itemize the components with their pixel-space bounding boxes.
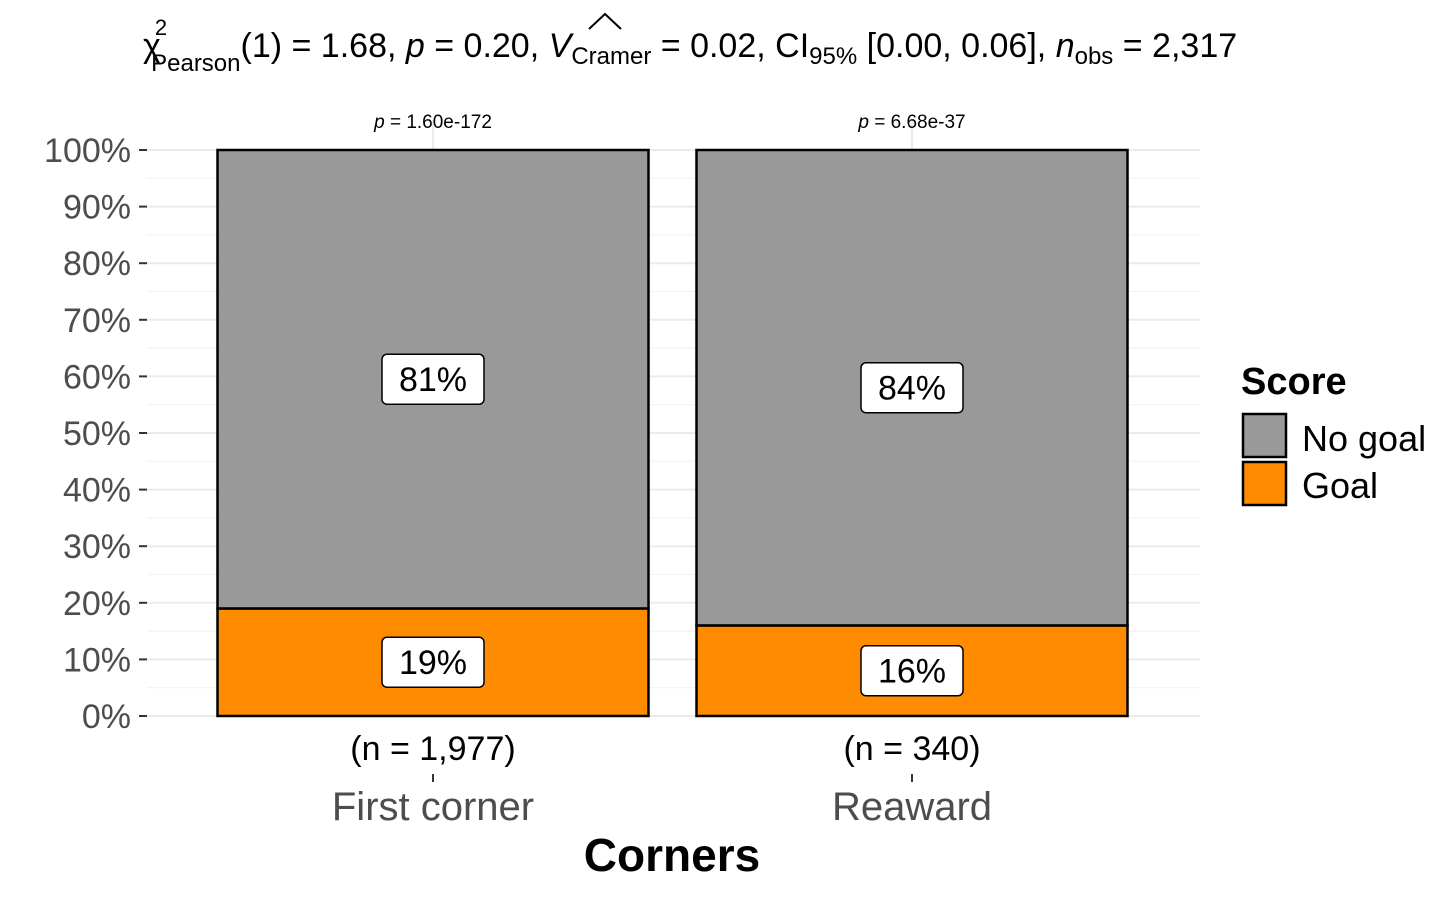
bar-p-value-label: p = 1.60e-172 xyxy=(373,112,492,133)
v-hat-accent xyxy=(588,12,622,30)
title-chi: χ xyxy=(143,27,161,65)
title-df: (1) = 1.68, xyxy=(241,27,406,65)
title-n-symbol: n xyxy=(1056,27,1075,65)
title-v-subscript: Cramer xyxy=(571,43,651,70)
y-tick-label: 10% xyxy=(63,641,131,679)
chart-title: χ2 Pearson(1) = 1.68, p = 0.20, VCramer =… xyxy=(143,15,1237,77)
bars: 19% 81% p = 1.60e-172 16% 84% p = 6.68e-37 xyxy=(216,112,1129,718)
legend-swatch-goal xyxy=(1241,460,1288,507)
x-axis: (n = 1,977) First corner (n = 340) Reaward xyxy=(332,730,992,829)
title-v-symbol: V xyxy=(549,27,575,65)
y-tick-label: 30% xyxy=(63,528,131,566)
y-tick-label: 80% xyxy=(63,245,131,283)
y-tick-label: 70% xyxy=(63,302,131,340)
y-tick-label: 60% xyxy=(63,358,131,396)
title-ci-subscript: 95% xyxy=(809,43,857,70)
data-label-box xyxy=(381,636,485,688)
title-n-value: = 2,317 xyxy=(1113,27,1237,65)
p-value: = 1.60e-172 xyxy=(385,112,492,133)
y-tick-label: 100% xyxy=(44,132,131,170)
y-tick-label: 90% xyxy=(63,189,131,227)
title-v-value: = 0.02, CI xyxy=(651,27,809,65)
legend-label-no-goal: No goal xyxy=(1302,418,1426,459)
data-label: 84% xyxy=(878,370,946,408)
legend: Score No goal Goal xyxy=(1241,361,1426,507)
y-tick-label: 0% xyxy=(82,698,131,736)
data-label: 16% xyxy=(878,653,946,691)
legend-label-goal: Goal xyxy=(1302,465,1378,506)
data-label-box xyxy=(381,353,485,405)
data-label-box xyxy=(860,361,964,414)
y-tick-label: 40% xyxy=(63,472,131,510)
title-chi-sub: Pearson xyxy=(151,50,240,77)
y-axis: 0% 10% 20% 30% 40% 50% 60% 70% 80% 90% 100% xyxy=(44,132,147,736)
title-n-subscript: obs xyxy=(1075,43,1114,70)
title-ci-value: [0.00, 0.06], xyxy=(857,27,1055,65)
data-label: 81% xyxy=(399,361,467,399)
data-label: 19% xyxy=(399,644,467,682)
title-p-symbol: p xyxy=(405,27,425,65)
x-count-label: (n = 1,977) xyxy=(350,730,515,768)
p-symbol: p xyxy=(373,112,385,133)
x-count-label: (n = 340) xyxy=(843,730,980,768)
x-tick-label: First corner xyxy=(332,785,534,829)
x-axis-title: Corners xyxy=(584,829,760,881)
data-label-box xyxy=(860,644,964,697)
bar-p-value-label: p = 6.68e-37 xyxy=(857,112,965,133)
title-chi-sup: 2 xyxy=(155,15,167,40)
p-value: = 6.68e-37 xyxy=(869,112,966,133)
legend-title: Score xyxy=(1241,361,1347,403)
x-tick-label: Reaward xyxy=(832,785,992,829)
p-symbol: p xyxy=(857,112,869,133)
y-tick-label: 20% xyxy=(63,585,131,623)
title-p-value: = 0.20, xyxy=(425,27,549,65)
y-tick-label: 50% xyxy=(63,415,131,453)
legend-swatch-no-goal xyxy=(1241,412,1288,459)
